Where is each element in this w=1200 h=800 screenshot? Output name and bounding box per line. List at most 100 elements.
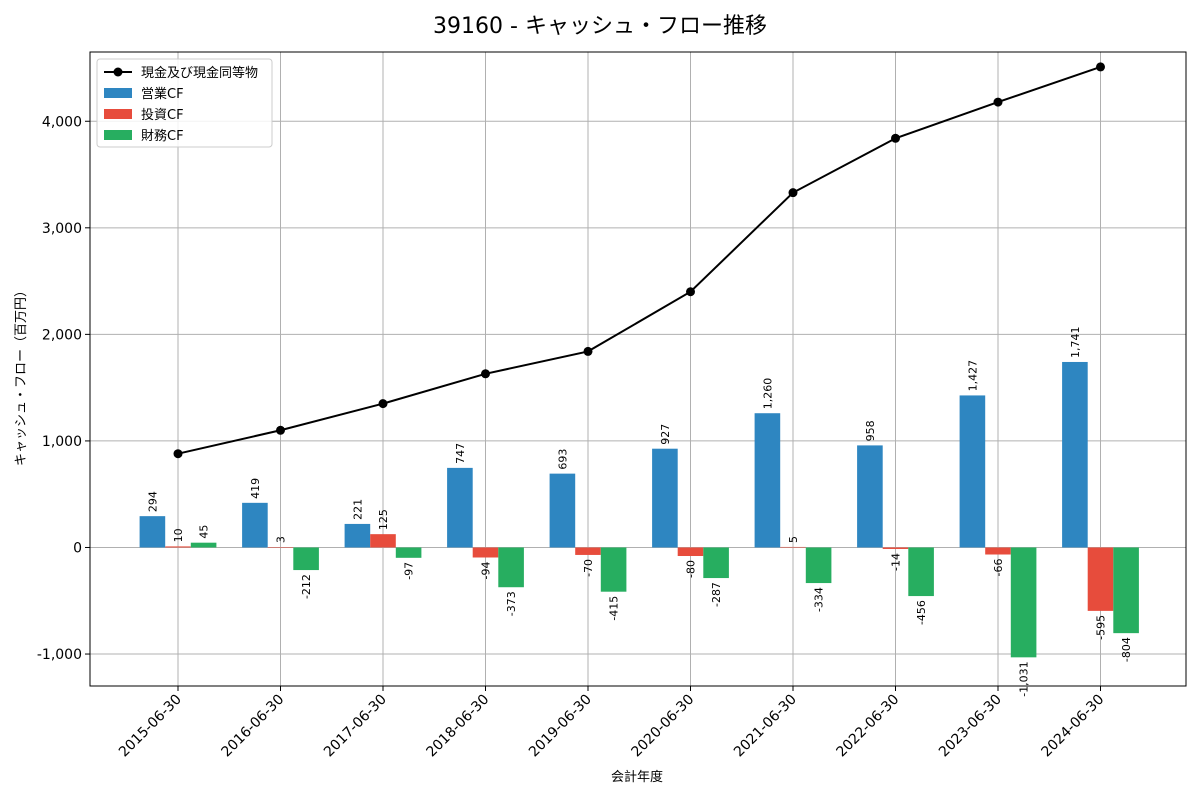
bar-value-label: 45 — [198, 525, 211, 539]
bar-value-label: -1,031 — [1018, 661, 1031, 696]
bar — [1010, 547, 1037, 658]
chart-title: 39160 - キャッシュ・フロー推移 — [433, 14, 767, 39]
bar — [293, 547, 319, 571]
bar-value-label: -456 — [915, 600, 928, 625]
bar — [395, 547, 422, 558]
legend-entry-label: 営業CF — [141, 86, 184, 102]
bar — [985, 547, 1011, 555]
bar — [344, 523, 371, 548]
bar-value-label: 3 — [275, 536, 288, 543]
bar-value-label: 419 — [249, 478, 262, 499]
plot-area-frame — [89, 51, 1187, 687]
bar-value-label: -373 — [505, 591, 518, 616]
bar — [575, 547, 601, 555]
bar-value-label: -334 — [813, 587, 826, 612]
bar — [549, 473, 576, 548]
legend-bar-swatch — [104, 109, 132, 119]
y-tick-label: 3,000 — [42, 221, 82, 237]
axes: -1,000 0 1,000 2,000 3,000 4,000 2015-06-30 201… — [37, 114, 1107, 760]
bar — [857, 445, 883, 548]
bar — [959, 395, 986, 548]
bars — [139, 361, 1139, 658]
data-labels: 294 419 221 747 693 927 1,260 958 1,427 1,741 10 3 1… — [146, 326, 1133, 696]
bar-value-label: -97 — [403, 562, 416, 580]
cash-line-point — [788, 188, 798, 198]
x-tick-label: 2024-06-30 — [1038, 692, 1107, 761]
bar-value-label: -70 — [582, 559, 595, 577]
legend-box — [96, 58, 273, 148]
x-tick-label: 2016-06-30 — [218, 692, 287, 761]
bar — [780, 546, 806, 548]
bar-value-label: 693 — [556, 449, 569, 470]
bar — [882, 547, 909, 549]
bar — [498, 547, 524, 588]
bar-value-label: -94 — [480, 561, 493, 579]
legend-entry-label: 財務CF — [141, 129, 184, 144]
bar — [703, 547, 729, 579]
bar-value-label: 5 — [787, 536, 800, 543]
bar — [1087, 547, 1114, 611]
x-tick-label: 2018-06-30 — [423, 692, 492, 761]
cash-line-point — [686, 287, 695, 297]
x-tick-label: 2022-06-30 — [833, 692, 902, 761]
legend-bar-swatch — [104, 130, 132, 140]
bar — [447, 467, 473, 548]
bar — [472, 547, 499, 558]
bar — [600, 547, 627, 592]
bar-value-label: 1,427 — [966, 360, 979, 392]
y-tick-label: -1,000 — [37, 647, 82, 663]
bar — [1113, 547, 1139, 634]
bar — [677, 547, 704, 557]
x-tick-label: 2015-06-30 — [116, 692, 185, 761]
cash-line-point — [378, 399, 388, 409]
cash-line-point — [173, 449, 183, 459]
cash-line — [173, 62, 1105, 459]
x-tick-label: 2017-06-30 — [321, 692, 390, 761]
bar-value-label: 958 — [864, 420, 877, 441]
bar — [652, 448, 678, 548]
bar-value-label: 1,741 — [1069, 326, 1082, 358]
bar — [267, 547, 294, 548]
cash-line-point — [891, 133, 900, 143]
bar — [242, 502, 268, 548]
legend-bar-swatch — [104, 88, 132, 98]
bar-value-label: -212 — [300, 574, 313, 599]
bar — [908, 547, 934, 597]
x-tick-label: 2019-06-30 — [526, 692, 595, 761]
legend-line-marker — [113, 67, 123, 77]
y-tick-label: 2,000 — [42, 327, 82, 343]
cash-line-point — [1096, 62, 1105, 72]
legend-entry-label: 投資CF — [141, 107, 184, 123]
bar-value-label: -804 — [1120, 637, 1133, 662]
bar-value-label: -287 — [710, 582, 723, 607]
cash-line-point — [583, 346, 593, 356]
x-tick-label: 2021-06-30 — [731, 692, 800, 761]
bar-value-label: 747 — [454, 443, 467, 464]
cash-line-path — [177, 65, 1101, 455]
y-axis-label: キャッシュ・フロー（百万円） — [14, 284, 29, 466]
bar-value-label: -14 — [890, 553, 903, 571]
x-tick-label: 2023-06-30 — [936, 692, 1005, 761]
bar-value-label: 927 — [659, 424, 672, 445]
bar — [370, 534, 396, 548]
x-axis-label: 会計年度 — [611, 769, 663, 785]
bar-value-label: 125 — [377, 509, 390, 530]
bar-value-label: -80 — [685, 560, 698, 578]
bar — [139, 516, 166, 548]
bar-value-label: -66 — [992, 559, 1005, 577]
cash-line-point — [276, 425, 285, 435]
bar-value-label: 294 — [146, 491, 159, 512]
bar — [805, 547, 832, 584]
bar-value-label: -415 — [608, 596, 621, 621]
bar — [1062, 361, 1088, 548]
x-tick-label: 2020-06-30 — [628, 692, 697, 761]
bar — [754, 413, 781, 548]
bar-value-label: 1,260 — [761, 378, 774, 410]
y-tick-label: 0 — [73, 540, 82, 556]
cash-line-point — [993, 97, 1003, 107]
y-tick-label: 4,000 — [42, 114, 82, 130]
legend-entry-label: 現金及び現金同等物 — [141, 65, 258, 81]
y-tick-label: 1,000 — [42, 434, 82, 450]
